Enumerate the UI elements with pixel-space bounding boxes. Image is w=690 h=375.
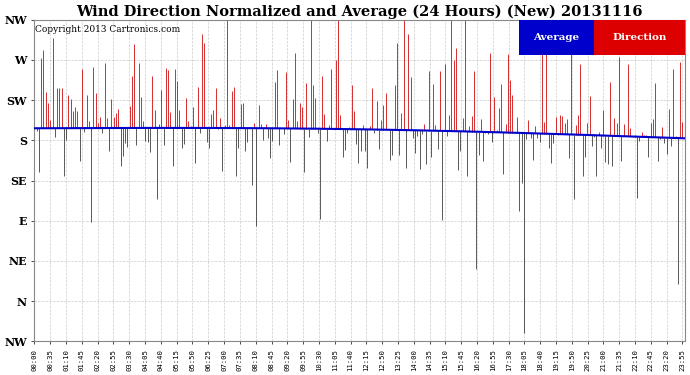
Text: Average: Average <box>533 33 580 42</box>
Text: Copyright 2013 Cartronics.com: Copyright 2013 Cartronics.com <box>35 24 180 33</box>
Text: Direction: Direction <box>612 33 667 42</box>
Title: Wind Direction Normalized and Average (24 Hours) (New) 20131116: Wind Direction Normalized and Average (2… <box>77 4 643 18</box>
FancyBboxPatch shape <box>593 20 684 55</box>
FancyBboxPatch shape <box>519 20 593 55</box>
